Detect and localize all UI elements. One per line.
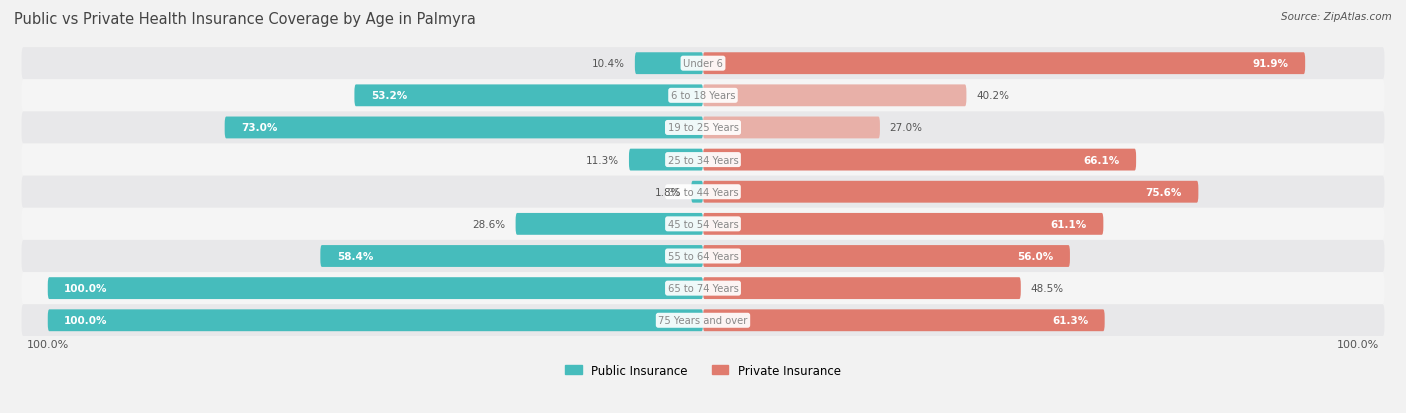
Text: 53.2%: 53.2% bbox=[371, 91, 408, 101]
Text: 58.4%: 58.4% bbox=[336, 252, 373, 261]
FancyBboxPatch shape bbox=[21, 144, 1385, 176]
FancyBboxPatch shape bbox=[703, 310, 1105, 331]
Text: 1.8%: 1.8% bbox=[655, 187, 682, 197]
FancyBboxPatch shape bbox=[48, 278, 703, 299]
Text: 100.0%: 100.0% bbox=[65, 283, 108, 293]
FancyBboxPatch shape bbox=[48, 310, 703, 331]
FancyBboxPatch shape bbox=[703, 245, 1070, 267]
FancyBboxPatch shape bbox=[354, 85, 703, 107]
FancyBboxPatch shape bbox=[628, 150, 703, 171]
Text: Source: ZipAtlas.com: Source: ZipAtlas.com bbox=[1281, 12, 1392, 22]
FancyBboxPatch shape bbox=[703, 278, 1021, 299]
FancyBboxPatch shape bbox=[21, 304, 1385, 337]
FancyBboxPatch shape bbox=[21, 80, 1385, 112]
Text: 45 to 54 Years: 45 to 54 Years bbox=[668, 219, 738, 229]
Text: 55 to 64 Years: 55 to 64 Years bbox=[668, 252, 738, 261]
Text: 65 to 74 Years: 65 to 74 Years bbox=[668, 283, 738, 293]
FancyBboxPatch shape bbox=[703, 53, 1305, 75]
FancyBboxPatch shape bbox=[321, 245, 703, 267]
FancyBboxPatch shape bbox=[703, 117, 880, 139]
Text: 91.9%: 91.9% bbox=[1253, 59, 1289, 69]
Text: 40.2%: 40.2% bbox=[976, 91, 1010, 101]
Text: Under 6: Under 6 bbox=[683, 59, 723, 69]
Text: 28.6%: 28.6% bbox=[472, 219, 506, 229]
FancyBboxPatch shape bbox=[703, 214, 1104, 235]
Text: 56.0%: 56.0% bbox=[1018, 252, 1053, 261]
Text: 11.3%: 11.3% bbox=[586, 155, 619, 165]
FancyBboxPatch shape bbox=[21, 208, 1385, 240]
Text: 10.4%: 10.4% bbox=[592, 59, 626, 69]
Text: 73.0%: 73.0% bbox=[240, 123, 277, 133]
Text: 25 to 34 Years: 25 to 34 Years bbox=[668, 155, 738, 165]
Legend: Public Insurance, Private Insurance: Public Insurance, Private Insurance bbox=[565, 364, 841, 377]
Text: 27.0%: 27.0% bbox=[890, 123, 922, 133]
FancyBboxPatch shape bbox=[703, 181, 1198, 203]
FancyBboxPatch shape bbox=[703, 150, 1136, 171]
FancyBboxPatch shape bbox=[225, 117, 703, 139]
FancyBboxPatch shape bbox=[21, 48, 1385, 80]
Text: 61.3%: 61.3% bbox=[1052, 316, 1088, 325]
FancyBboxPatch shape bbox=[21, 112, 1385, 144]
Text: 61.1%: 61.1% bbox=[1050, 219, 1087, 229]
FancyBboxPatch shape bbox=[516, 214, 703, 235]
FancyBboxPatch shape bbox=[21, 273, 1385, 304]
Text: 48.5%: 48.5% bbox=[1031, 283, 1064, 293]
FancyBboxPatch shape bbox=[21, 240, 1385, 273]
Text: 6 to 18 Years: 6 to 18 Years bbox=[671, 91, 735, 101]
FancyBboxPatch shape bbox=[636, 53, 703, 75]
Text: 66.1%: 66.1% bbox=[1084, 155, 1119, 165]
Text: Public vs Private Health Insurance Coverage by Age in Palmyra: Public vs Private Health Insurance Cover… bbox=[14, 12, 477, 27]
FancyBboxPatch shape bbox=[21, 176, 1385, 208]
FancyBboxPatch shape bbox=[703, 85, 966, 107]
Text: 35 to 44 Years: 35 to 44 Years bbox=[668, 187, 738, 197]
FancyBboxPatch shape bbox=[692, 181, 703, 203]
Text: 75.6%: 75.6% bbox=[1146, 187, 1182, 197]
Text: 19 to 25 Years: 19 to 25 Years bbox=[668, 123, 738, 133]
Text: 75 Years and over: 75 Years and over bbox=[658, 316, 748, 325]
Text: 100.0%: 100.0% bbox=[65, 316, 108, 325]
